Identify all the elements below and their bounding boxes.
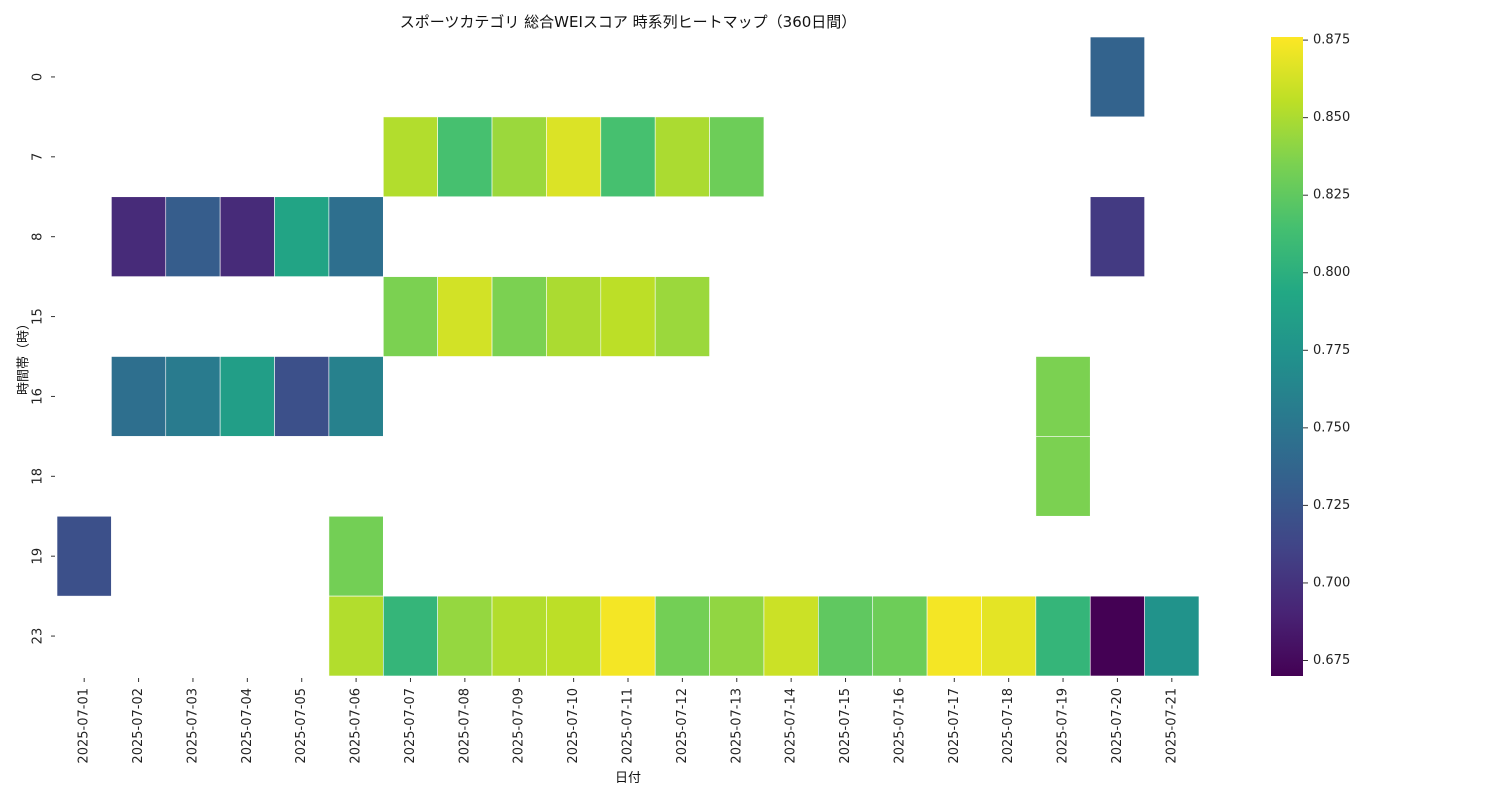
x-tick-label: 2025-07-01 <box>77 688 92 764</box>
x-tick-label: 2025-07-15 <box>838 688 853 764</box>
heatmap-cell <box>1144 595 1200 677</box>
heatmap-cell <box>546 116 602 198</box>
y-tick-label: 23 <box>31 628 46 645</box>
heatmap-cell <box>709 595 765 677</box>
heatmap-cell <box>654 595 710 677</box>
y-tick-label: 16 <box>31 388 46 405</box>
heatmap-cell <box>709 116 765 198</box>
x-tick-label: 2025-07-02 <box>131 688 146 764</box>
chart-title: スポーツカテゴリ 総合WEIスコア 時系列ヒートマップ（360日間） <box>399 13 857 31</box>
colorbar-tick-label: 0.875 <box>1313 33 1350 48</box>
x-tick-label: 2025-07-06 <box>349 688 364 764</box>
heatmap-cell <box>1089 196 1145 277</box>
heatmap-cell <box>546 595 602 677</box>
x-tick-label: 2025-07-03 <box>185 688 200 764</box>
x-tick-label: 2025-07-18 <box>1001 688 1016 764</box>
colorbar-tick-label: 0.850 <box>1313 110 1350 125</box>
x-tick-label: 2025-07-16 <box>892 688 907 764</box>
x-tick-label: 2025-07-08 <box>457 688 472 764</box>
heatmap-cell <box>328 356 384 437</box>
colorbar-tick-label: 0.825 <box>1313 188 1350 203</box>
heatmap-cell <box>382 116 438 198</box>
y-axis-label: 時間帯（時） <box>16 316 32 396</box>
heatmap-cell <box>437 595 493 677</box>
heatmap-cell <box>111 196 167 277</box>
heatmap-cell <box>872 595 928 677</box>
x-tick-label: 2025-07-21 <box>1164 688 1179 764</box>
heatmap-cell <box>1035 436 1091 517</box>
y-tick-label: 0 <box>31 73 46 81</box>
heatmap-cell <box>328 595 384 677</box>
x-tick-label: 2025-07-10 <box>566 688 581 764</box>
x-axis-label: 日付 <box>614 771 641 786</box>
colorbar <box>1271 37 1303 676</box>
y-tick-label: 15 <box>31 308 46 325</box>
heatmap-cell <box>491 276 547 357</box>
colorbar-tick-label: 0.775 <box>1313 343 1350 358</box>
heatmap-cell <box>546 276 602 357</box>
heatmap-cell <box>219 356 275 437</box>
x-tick-label: 2025-07-04 <box>240 688 255 764</box>
heatmap-cell <box>1089 595 1145 677</box>
y-tick-label: 8 <box>31 233 46 241</box>
heatmap-cell <box>491 116 547 198</box>
heatmap-cell <box>818 595 874 677</box>
heatmap-cell <box>763 595 819 677</box>
heatmap-cell <box>274 196 330 277</box>
x-tick-label: 2025-07-12 <box>675 688 690 764</box>
heatmap-cell <box>1089 36 1145 118</box>
heatmap-cell <box>654 116 710 198</box>
x-tick-label: 2025-07-19 <box>1056 688 1071 764</box>
colorbar-tick-label: 0.725 <box>1313 498 1350 513</box>
heatmap-cell <box>1035 356 1091 437</box>
x-tick-label: 2025-07-09 <box>512 688 527 764</box>
y-tick-label: 7 <box>31 153 46 161</box>
x-tick-label: 2025-07-07 <box>403 688 418 764</box>
heatmap-cell <box>437 116 493 198</box>
heatmap-cell <box>382 276 438 357</box>
heatmap-cell <box>165 356 221 437</box>
heatmap-cell <box>56 515 112 597</box>
heatmap-cell <box>111 356 167 437</box>
heatmap-cell <box>600 595 656 677</box>
heatmap-cell <box>274 356 330 437</box>
heatmap-cell <box>981 595 1037 677</box>
y-tick-label: 19 <box>31 548 46 565</box>
x-tick-label: 2025-07-14 <box>784 688 799 764</box>
colorbar-tick-label: 0.800 <box>1313 265 1350 280</box>
heatmap-cell <box>926 595 982 677</box>
x-tick-label: 2025-07-11 <box>621 688 636 764</box>
heatmap-cell <box>1035 595 1091 677</box>
heatmap-cell <box>600 116 656 198</box>
heatmap-cell <box>654 276 710 357</box>
colorbar-tick-label: 0.675 <box>1313 653 1350 668</box>
colorbar-tick-label: 0.750 <box>1313 420 1350 435</box>
colorbar-tick-label: 0.700 <box>1313 575 1350 590</box>
x-tick-label: 2025-07-17 <box>947 688 962 764</box>
heatmap-cell <box>165 196 221 277</box>
x-tick-label: 2025-07-20 <box>1110 688 1125 764</box>
heatmap-cell <box>437 276 493 357</box>
heatmap-cell <box>328 515 384 597</box>
heatmap-cell <box>491 595 547 677</box>
x-tick-label: 2025-07-05 <box>294 688 309 764</box>
heatmap-cell <box>328 196 384 277</box>
x-tick-label: 2025-07-13 <box>729 688 744 764</box>
heatmap-cell <box>382 595 438 677</box>
y-tick-label: 18 <box>31 468 46 485</box>
heatmap-cell <box>600 276 656 357</box>
heatmap-cell <box>219 196 275 277</box>
